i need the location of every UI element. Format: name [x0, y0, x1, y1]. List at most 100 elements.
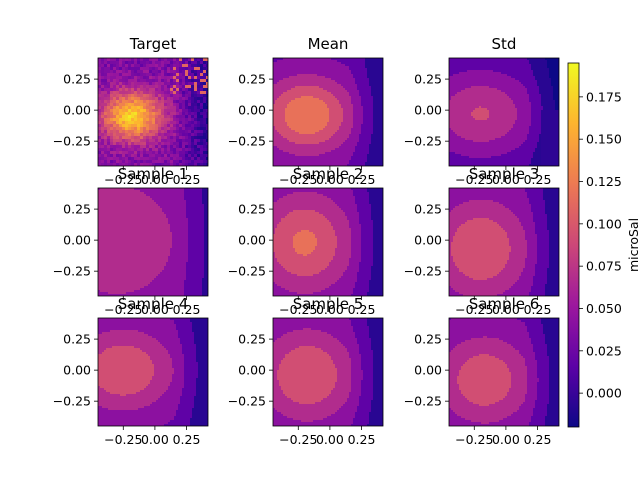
cell [107, 154, 111, 158]
cell [337, 64, 340, 67]
cell [167, 82, 171, 86]
cell [327, 110, 330, 113]
cell [305, 124, 308, 127]
cell [137, 154, 141, 158]
cell [325, 76, 328, 79]
cell [152, 157, 156, 161]
cell [277, 58, 280, 61]
cell [459, 60, 462, 63]
cell [373, 106, 376, 109]
cell [363, 148, 366, 151]
cell [347, 100, 350, 103]
cell [287, 82, 290, 85]
cell [287, 66, 290, 69]
cell [333, 134, 336, 137]
cell [116, 148, 120, 152]
cell [535, 78, 538, 81]
cell [273, 62, 276, 65]
cell [369, 110, 372, 113]
cell [553, 66, 556, 69]
cell [277, 142, 280, 145]
cell [301, 58, 304, 61]
cell [134, 67, 138, 71]
cell [113, 91, 117, 95]
cell [365, 96, 368, 99]
cell [471, 70, 474, 73]
cell [349, 68, 352, 71]
cell [309, 94, 312, 97]
cell [369, 148, 372, 151]
cell [289, 84, 292, 87]
cell [134, 133, 138, 137]
cell [194, 73, 198, 77]
cell [357, 82, 360, 85]
cell [146, 106, 150, 110]
cell [146, 142, 150, 146]
cell [489, 70, 492, 73]
cell [321, 110, 324, 113]
cell [327, 150, 330, 153]
cell [317, 92, 320, 95]
cell [323, 138, 326, 141]
cell [341, 162, 344, 165]
cell [317, 146, 320, 149]
cell [375, 102, 378, 105]
cell [357, 60, 360, 63]
cell [279, 106, 282, 109]
cell [527, 80, 530, 83]
ytick-label: −0.25 [228, 134, 266, 149]
cell [375, 88, 378, 91]
cell [313, 76, 316, 79]
cell [146, 97, 150, 101]
cell [341, 148, 344, 151]
cell [273, 64, 276, 67]
cell [191, 103, 195, 107]
cell [329, 122, 332, 125]
cell [98, 112, 102, 116]
cell [305, 164, 308, 166]
cell [303, 114, 306, 117]
cell [299, 120, 302, 123]
cell [277, 92, 280, 95]
cell [315, 156, 318, 159]
cell [277, 60, 280, 63]
ytick-label: 0.00 [63, 103, 91, 118]
cell [315, 82, 318, 85]
cell [182, 97, 186, 101]
cell [341, 144, 344, 147]
cell [365, 164, 368, 166]
cell [367, 148, 370, 151]
cell [303, 146, 306, 149]
cell [471, 64, 474, 67]
cell [287, 114, 290, 117]
cell [119, 64, 123, 68]
cell [317, 100, 320, 103]
cell [361, 66, 364, 69]
cell [143, 97, 147, 101]
cell [347, 160, 350, 163]
cell [170, 103, 174, 107]
cell [289, 158, 292, 161]
cell [373, 144, 376, 147]
cell [309, 158, 312, 161]
cell [379, 76, 382, 79]
cell [469, 74, 472, 77]
cell [365, 102, 368, 105]
cell [285, 60, 288, 63]
cell [311, 126, 314, 129]
cell [357, 90, 360, 93]
cell [515, 70, 518, 73]
cell [275, 102, 278, 105]
cell [515, 76, 518, 79]
cell [461, 78, 464, 81]
cell [339, 96, 342, 99]
cell [363, 158, 366, 161]
cell [128, 97, 132, 101]
cell [363, 90, 366, 93]
cell [289, 130, 292, 133]
cell [303, 104, 306, 107]
cell [110, 76, 114, 80]
cell [303, 100, 306, 103]
cell [333, 158, 336, 161]
cell [167, 61, 171, 65]
